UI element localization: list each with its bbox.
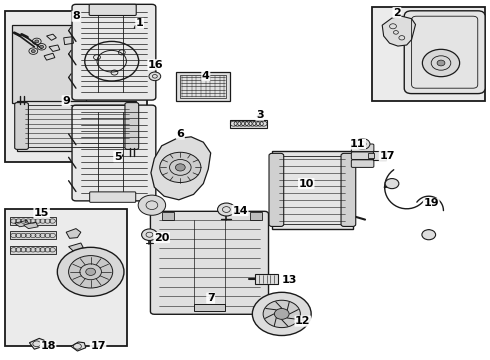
FancyBboxPatch shape	[72, 4, 156, 100]
FancyBboxPatch shape	[341, 153, 356, 226]
Bar	[162, 212, 174, 220]
Circle shape	[35, 40, 39, 43]
Bar	[368, 153, 374, 158]
Text: 10: 10	[298, 179, 314, 189]
Bar	[10, 231, 56, 239]
Text: 9: 9	[62, 96, 70, 106]
FancyBboxPatch shape	[72, 105, 156, 201]
Text: 13: 13	[281, 275, 297, 285]
Text: 17: 17	[90, 341, 106, 351]
Circle shape	[175, 164, 185, 171]
Text: 20: 20	[154, 233, 170, 243]
Circle shape	[138, 195, 166, 215]
Circle shape	[355, 139, 370, 149]
Text: 5: 5	[114, 152, 122, 162]
FancyBboxPatch shape	[351, 144, 374, 152]
Bar	[250, 212, 262, 220]
FancyBboxPatch shape	[351, 160, 374, 167]
Bar	[194, 304, 225, 311]
Circle shape	[69, 256, 113, 288]
Text: 1: 1	[136, 18, 144, 28]
Text: 15: 15	[34, 208, 49, 218]
Circle shape	[86, 268, 96, 275]
Circle shape	[274, 309, 289, 319]
Text: 8: 8	[72, 11, 80, 21]
Circle shape	[252, 292, 311, 336]
Bar	[255, 274, 278, 284]
Bar	[372, 7, 485, 101]
Text: 17: 17	[379, 150, 395, 161]
Bar	[278, 156, 347, 224]
Polygon shape	[66, 229, 81, 238]
Text: 6: 6	[176, 129, 184, 139]
Polygon shape	[71, 342, 86, 351]
Text: 3: 3	[256, 110, 264, 120]
Circle shape	[422, 230, 436, 240]
Bar	[10, 246, 56, 254]
Circle shape	[422, 49, 460, 77]
Polygon shape	[69, 243, 83, 251]
Polygon shape	[15, 220, 29, 227]
Text: 18: 18	[40, 341, 56, 351]
Bar	[272, 151, 353, 229]
Text: 7: 7	[207, 293, 215, 303]
FancyBboxPatch shape	[125, 103, 139, 149]
Text: 2: 2	[393, 8, 401, 18]
Polygon shape	[382, 16, 416, 46]
Bar	[5, 11, 147, 162]
Bar	[180, 75, 226, 98]
Text: 14: 14	[232, 206, 248, 216]
Circle shape	[385, 179, 399, 189]
FancyBboxPatch shape	[89, 4, 136, 15]
Circle shape	[218, 203, 235, 216]
FancyBboxPatch shape	[90, 192, 136, 202]
Polygon shape	[151, 137, 211, 200]
Circle shape	[263, 300, 300, 328]
Circle shape	[437, 60, 445, 66]
Text: 16: 16	[148, 60, 164, 70]
Circle shape	[142, 229, 157, 240]
Polygon shape	[29, 338, 44, 349]
FancyBboxPatch shape	[404, 11, 485, 94]
FancyBboxPatch shape	[150, 211, 269, 314]
FancyBboxPatch shape	[351, 152, 374, 159]
Circle shape	[160, 152, 201, 183]
Bar	[176, 72, 230, 101]
Text: 4: 4	[202, 71, 210, 81]
FancyBboxPatch shape	[269, 153, 284, 226]
Polygon shape	[24, 222, 38, 229]
Circle shape	[31, 50, 35, 53]
Bar	[230, 120, 267, 128]
Circle shape	[57, 247, 124, 296]
Circle shape	[40, 45, 44, 48]
Circle shape	[85, 41, 139, 81]
Bar	[5, 209, 127, 346]
Text: 19: 19	[423, 198, 439, 208]
Bar	[10, 217, 56, 225]
Text: 12: 12	[295, 316, 311, 326]
Text: 11: 11	[350, 139, 366, 149]
Bar	[12, 25, 86, 103]
Circle shape	[149, 72, 161, 81]
Bar	[373, 151, 386, 160]
FancyBboxPatch shape	[15, 103, 28, 149]
Bar	[23, 105, 130, 147]
Bar	[17, 101, 136, 151]
